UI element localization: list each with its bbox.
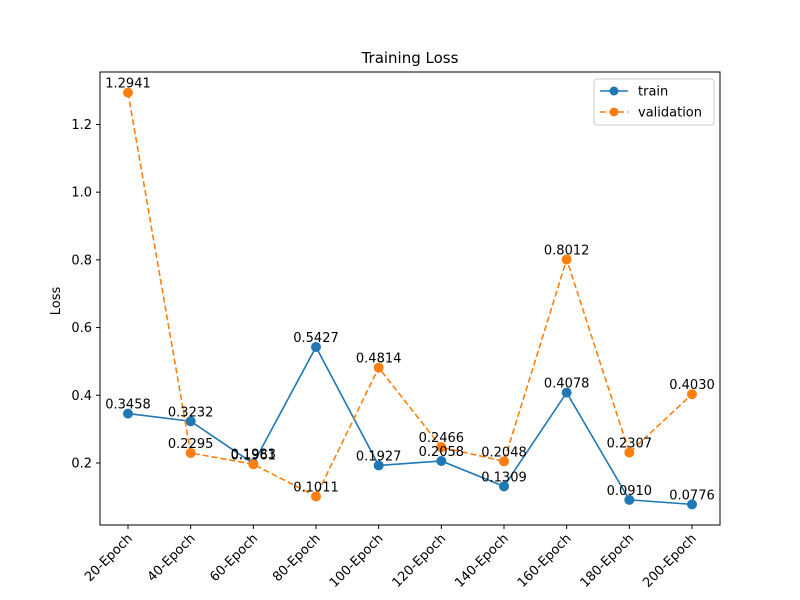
data-point-validation xyxy=(311,491,321,502)
plot-frame xyxy=(99,71,721,526)
data-label-validation: 0.2048 xyxy=(481,445,527,460)
y-tick-label: 1.2 xyxy=(71,118,92,133)
y-tick-label: 0.6 xyxy=(71,321,92,336)
data-label-validation: 0.1011 xyxy=(293,480,339,495)
data-label-train: 0.0776 xyxy=(669,488,715,503)
legend-marker-train xyxy=(609,86,619,96)
legend-marker-validation xyxy=(609,107,619,117)
x-tick-label: 120-Epoch xyxy=(390,531,450,591)
data-point-train xyxy=(624,494,635,505)
x-tick-label: 20-Epoch xyxy=(82,531,136,585)
data-point-train xyxy=(687,499,697,510)
x-tick-label: 100-Epoch xyxy=(327,531,387,591)
data-point-train xyxy=(185,416,196,427)
legend-label-validation: validation xyxy=(638,106,702,121)
data-label-validation: 0.1961 xyxy=(231,448,277,463)
data-label-validation: 0.4814 xyxy=(356,352,402,367)
data-label-train: 0.5427 xyxy=(293,331,339,346)
y-tick-label: 0.8 xyxy=(71,253,92,268)
data-label-train: 0.0910 xyxy=(607,484,653,499)
data-point-train xyxy=(499,481,509,492)
data-point-validation xyxy=(123,87,133,98)
x-tick-label: 200-Epoch xyxy=(640,531,700,591)
data-label-train: 0.4078 xyxy=(544,377,590,392)
legend-label-train: train xyxy=(638,85,668,100)
y-tick-label: 1.0 xyxy=(71,186,92,201)
data-point-validation xyxy=(499,456,509,467)
data-labels-layer: 0.3458 0.3232 0.1983 0.5427 0.1927 0.2058 0.13… xyxy=(105,77,715,504)
data-point-train xyxy=(561,387,572,398)
x-tick-label: 40-Epoch xyxy=(145,531,199,585)
data-point-train xyxy=(373,460,384,471)
x-tick-label: 180-Epoch xyxy=(578,531,638,591)
y-axis-label: Loss xyxy=(49,287,64,316)
data-point-train xyxy=(123,408,133,419)
data-point-validation xyxy=(687,389,697,400)
x-tick-label: 160-Epoch xyxy=(515,531,575,591)
data-point-validation xyxy=(248,459,259,470)
y-axis-ticks: 0.2 0.4 0.6 0.8 1.0 1.2 xyxy=(71,118,100,471)
data-label-validation: 0.2466 xyxy=(419,431,465,446)
series-layer xyxy=(123,87,697,510)
legend: train validation xyxy=(593,78,715,126)
data-label-train: 0.1927 xyxy=(356,449,402,464)
data-label-validation: 0.2307 xyxy=(607,437,653,452)
data-label-validation: 0.4030 xyxy=(669,378,715,393)
data-label-validation: 1.2941 xyxy=(105,77,151,92)
data-point-train xyxy=(311,341,321,352)
data-point-validation xyxy=(436,442,447,453)
y-tick-label: 0.2 xyxy=(71,456,92,471)
data-label-train: 0.3232 xyxy=(168,405,214,420)
data-point-train xyxy=(436,455,447,466)
plot-area xyxy=(99,71,721,526)
x-axis-ticks: 20-Epoch 40-Epoch 60-Epoch 80-Epoch 100-Epoc… xyxy=(82,525,700,591)
x-tick-label: 80-Epoch xyxy=(270,531,324,585)
data-label-train: 0.2058 xyxy=(419,445,465,460)
series-line-train xyxy=(127,345,693,506)
data-label-train: 0.3458 xyxy=(105,398,151,413)
data-point-validation xyxy=(561,254,572,265)
data-label-validation: 0.8012 xyxy=(544,243,590,258)
data-point-validation xyxy=(624,447,635,458)
data-point-validation xyxy=(373,362,384,373)
data-point-validation xyxy=(185,447,196,458)
series-line-validation xyxy=(127,92,693,498)
x-tick-label: 60-Epoch xyxy=(207,531,261,585)
y-tick-label: 0.4 xyxy=(71,389,92,404)
data-label-train: 0.1309 xyxy=(481,470,527,485)
x-tick-label: 140-Epoch xyxy=(452,531,512,591)
data-label-train: 0.1983 xyxy=(231,448,277,463)
chart-title: Training Loss xyxy=(361,49,459,67)
data-label-validation: 0.2295 xyxy=(168,437,214,452)
